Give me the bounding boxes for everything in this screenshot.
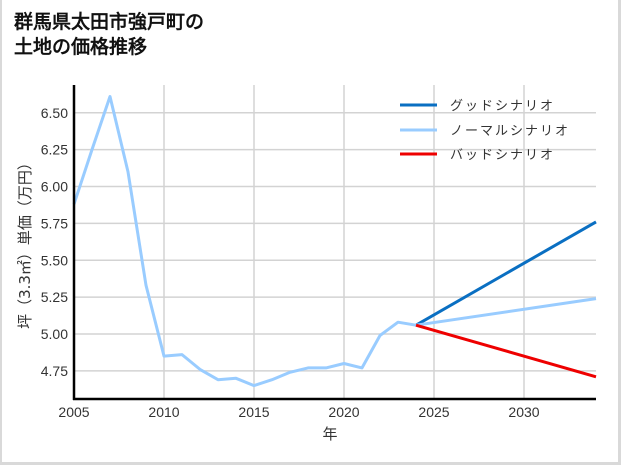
chart-title-line2: 土地の価格推移 <box>14 36 148 58</box>
chart-title-line1: 群馬県太田市強戸町の <box>14 11 205 33</box>
y-tick-label: 5.50 <box>41 252 68 268</box>
x-tick-label: 2015 <box>238 404 269 420</box>
chart-title: 群馬県太田市強戸町の 土地の価格推移 <box>14 10 204 60</box>
x-tick-label: 2030 <box>508 404 539 420</box>
x-axis-label: 年 <box>322 425 337 443</box>
x-tick-label: 2020 <box>328 404 359 420</box>
x-tick-label: 2010 <box>148 404 179 420</box>
legend-label: ノーマルシナリオ <box>450 124 570 139</box>
y-axis-label: 坪（3.3㎡）単価（万円） <box>16 155 34 329</box>
series-line <box>415 323 597 379</box>
y-tick-label: 5.00 <box>41 326 68 342</box>
legend-label: バッドシナリオ <box>450 148 555 163</box>
y-tick-label: 6.00 <box>41 179 68 195</box>
x-tick-label: 2005 <box>58 404 89 420</box>
legend-label: グッドシナリオ <box>450 99 555 114</box>
y-tick-label: 5.75 <box>41 215 68 231</box>
y-tick-label: 5.25 <box>41 289 68 305</box>
x-tick-label: 2025 <box>418 404 449 420</box>
y-tick-label: 6.50 <box>41 105 68 121</box>
y-tick-label: 6.25 <box>41 142 68 158</box>
y-tick-label: 4.75 <box>41 363 68 379</box>
series-line <box>72 95 597 388</box>
series-line <box>415 220 597 327</box>
